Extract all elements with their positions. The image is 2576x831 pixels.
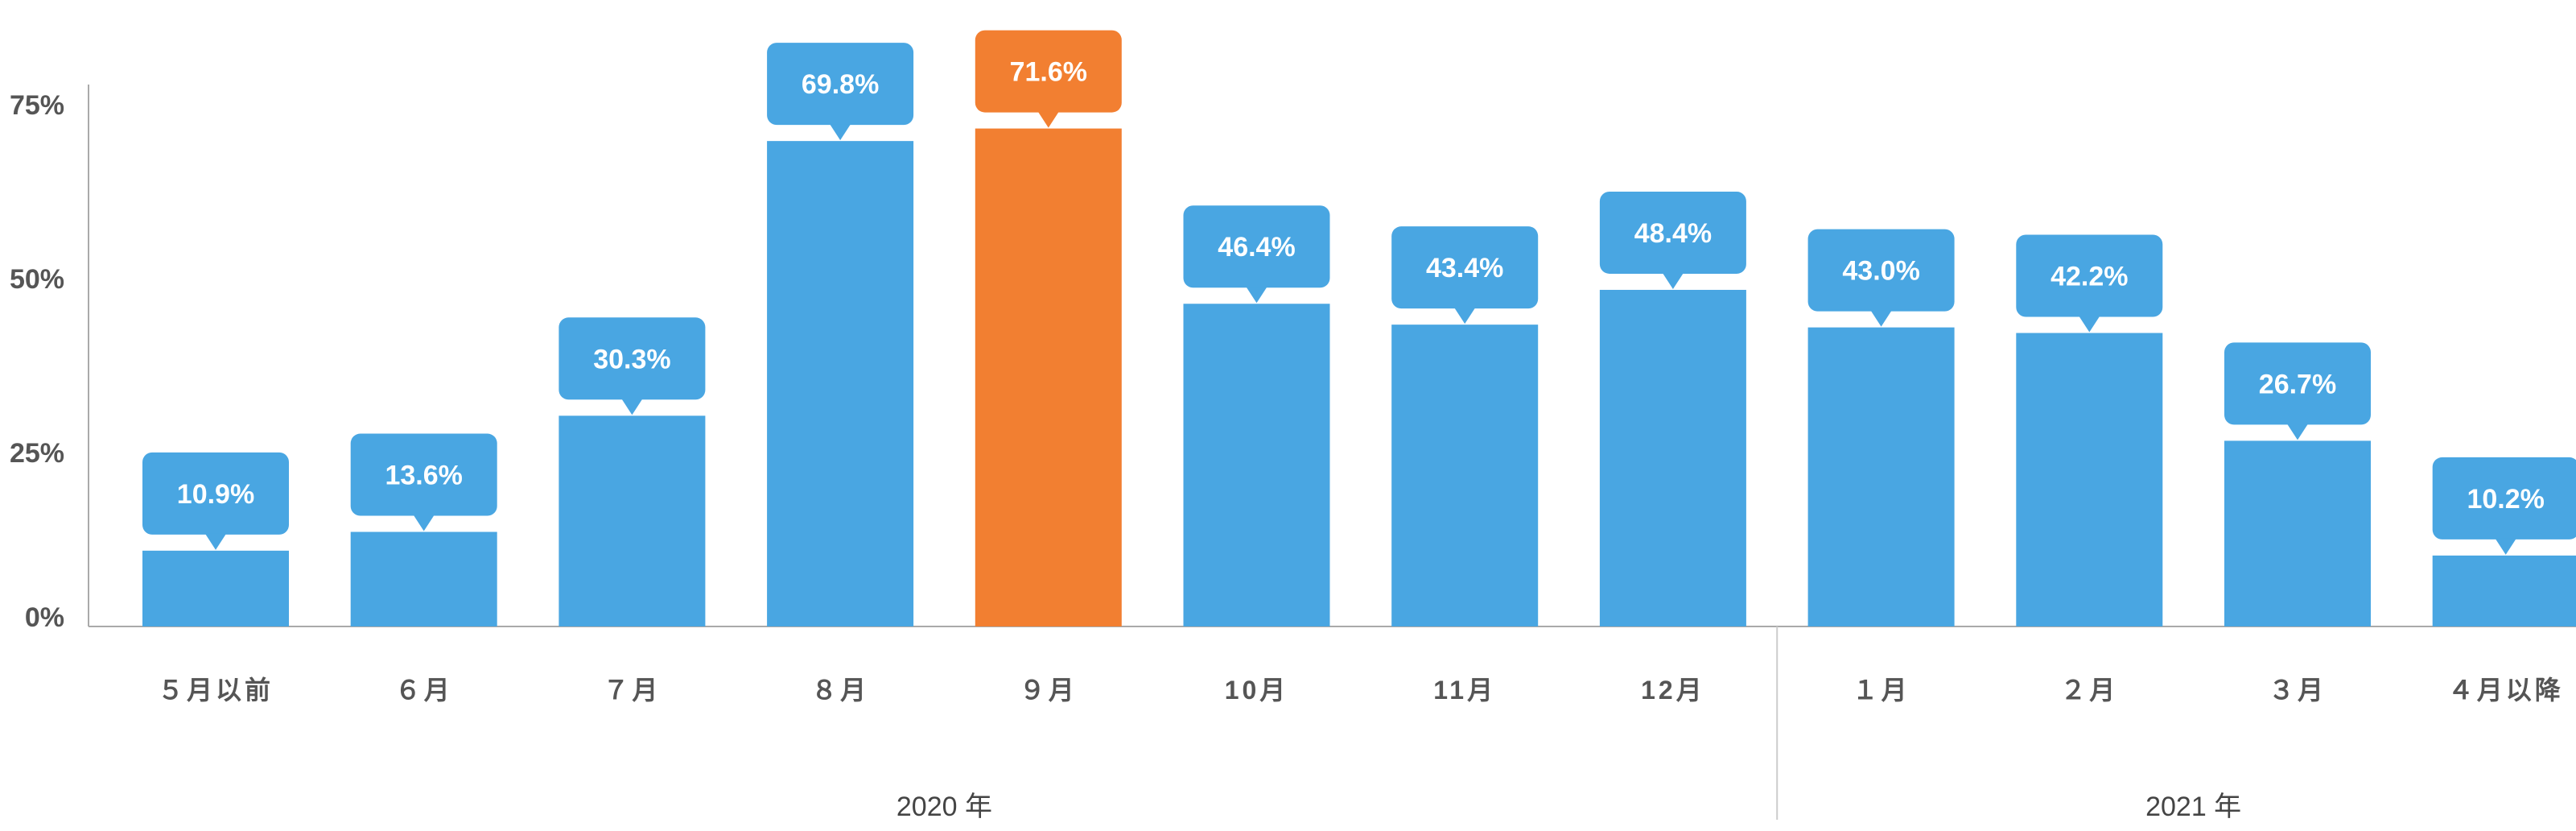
value-callout	[1391, 226, 1539, 309]
x-tick-label: 10月	[1225, 676, 1289, 705]
bar	[1807, 327, 1955, 626]
bar	[350, 531, 497, 626]
x-tick-label: ８月	[811, 676, 869, 705]
value-callout-pointer	[1454, 308, 1476, 325]
bars-group	[142, 128, 2576, 626]
y-tick-label: 50%	[10, 264, 64, 295]
value-callout-pointer	[1246, 287, 1267, 304]
value-callout	[1183, 205, 1330, 288]
value-callout-pointer	[2287, 424, 2308, 440]
value-callout-pointer	[1037, 111, 1059, 128]
value-callout	[1807, 229, 1955, 312]
year-group-labels: 2020 年 2021 年	[896, 792, 2241, 822]
value-callout	[2016, 234, 2163, 317]
value-label: 71.6%	[1010, 57, 1087, 88]
value-label: 26.7%	[2259, 369, 2336, 399]
value-label: 42.2%	[2050, 262, 2128, 292]
value-callout	[558, 317, 706, 400]
x-tick-label: ３月	[2269, 676, 2327, 705]
value-label: 43.0%	[1842, 256, 1919, 287]
value-callout	[2432, 457, 2576, 540]
value-callout-pointer	[1662, 272, 1684, 289]
value-label: 69.8%	[802, 69, 879, 100]
x-tick-label: ６月	[395, 676, 453, 705]
value-label: 13.6%	[385, 461, 462, 491]
x-tick-label: 11月	[1433, 676, 1496, 705]
year-group-label: 2021 年	[2145, 792, 2241, 822]
x-tick-label: ９月	[1020, 676, 1078, 705]
y-axis-ticks: 0% 25% 50% 75%	[10, 90, 64, 633]
value-label: 48.4%	[1634, 218, 1712, 249]
bar	[2224, 440, 2371, 626]
year-group-label: 2020 年	[896, 792, 992, 822]
bar	[1599, 289, 1746, 626]
value-callout	[350, 433, 497, 516]
x-axis-categories: ５月以前 ６月 ７月 ８月 ９月 10月 11月 12月 １月 ２月 ３月 ４月以降	[158, 676, 2564, 705]
value-label: 30.3%	[593, 344, 670, 374]
value-labels-group: 10.9% 13.6% 30.3% 69.8% 71.6% 46.4% 43.4% 48.4%…	[142, 30, 2576, 555]
bar	[2432, 555, 2576, 626]
bar	[975, 128, 1122, 626]
value-callout-pointer	[205, 533, 226, 550]
bar	[142, 550, 289, 626]
value-callout-pointer	[621, 399, 643, 416]
bar	[767, 141, 914, 626]
x-tick-label: １月	[1853, 676, 1910, 705]
value-callout-pointer	[413, 515, 435, 531]
value-callout-pointer	[830, 124, 851, 141]
x-tick-label: ４月以降	[2448, 676, 2564, 705]
value-label: 10.2%	[2467, 484, 2544, 515]
x-tick-label: ５月以前	[158, 676, 274, 705]
value-callout	[1599, 191, 1746, 274]
y-tick-label: 0%	[25, 602, 64, 633]
value-callout	[2224, 342, 2371, 425]
value-callout-pointer	[1870, 310, 1892, 327]
bar	[558, 416, 706, 626]
value-callout	[975, 30, 1122, 113]
value-callout-pointer	[2495, 538, 2516, 555]
x-tick-label: ７月	[603, 676, 661, 705]
y-tick-label: 75%	[10, 90, 64, 121]
value-callout	[142, 452, 289, 535]
bar	[1183, 304, 1330, 626]
value-label: 43.4%	[1426, 253, 1503, 283]
y-tick-label: 25%	[10, 438, 64, 469]
value-callout	[767, 43, 914, 126]
value-label: 10.9%	[177, 479, 254, 510]
bar	[2016, 333, 2163, 626]
x-tick-label: ２月	[2060, 676, 2118, 705]
value-label: 46.4%	[1218, 232, 1295, 263]
value-callout-pointer	[2079, 316, 2100, 333]
x-tick-label: 12月	[1641, 676, 1705, 705]
bar	[1391, 325, 1539, 626]
